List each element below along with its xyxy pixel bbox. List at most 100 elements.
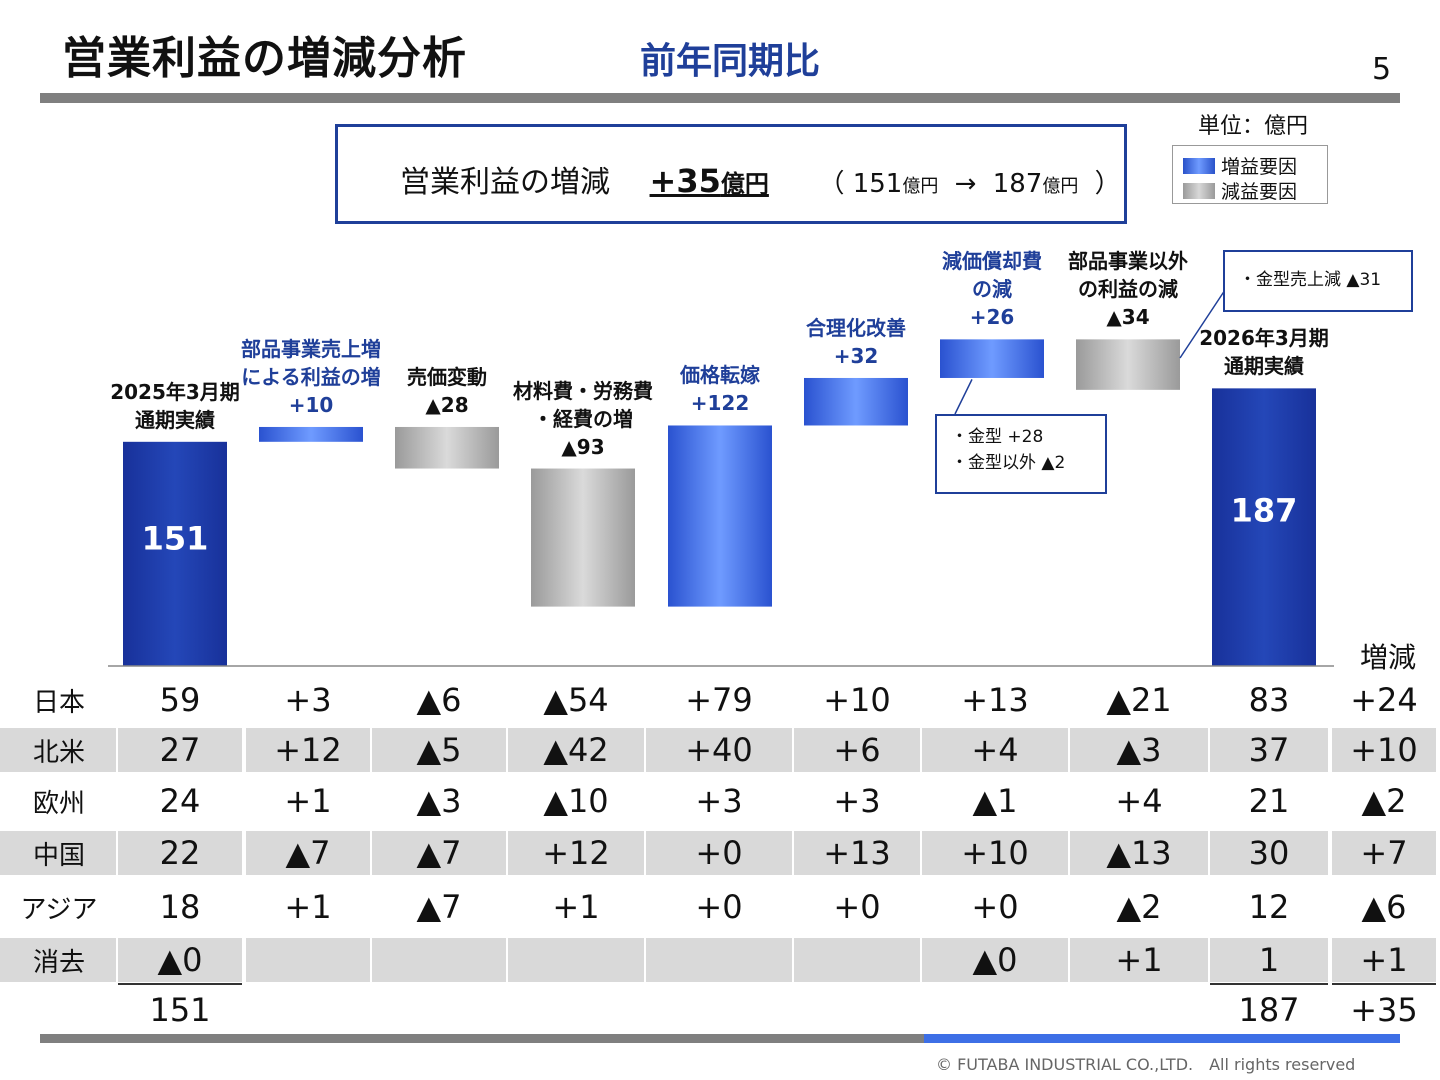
table-cell: 18 <box>159 888 201 926</box>
cell-shade <box>794 728 920 772</box>
cell-shade <box>794 831 920 875</box>
cell-shade <box>1070 728 1208 772</box>
table-cell: ▲0 <box>157 941 203 979</box>
table-cell: 22 <box>159 834 201 872</box>
table-cell: +1 <box>1115 941 1163 979</box>
table-cell: +0 <box>833 888 881 926</box>
change-header: 増減 <box>1360 641 1417 674</box>
cell-shade <box>922 728 1068 772</box>
table-cell: +1 <box>552 888 600 926</box>
summary-content: 営業利益の増減 +35億円 （ 151億円 → 187億円 ） <box>400 157 1121 201</box>
bar-category-line: 2026年3月期 <box>1199 326 1329 351</box>
bar-category-label: 材料費・労務費 ・経費の増 ▲93 <box>513 377 653 461</box>
table-row: 欧州 24 +1 ▲3 ▲10 +3 +3 ▲1 +4 21 ▲2 <box>0 777 1440 825</box>
waterfall-chart: 151 187 2025年3月期 通期実績 部品事業売上増 による利益の増 +10 売価変動… <box>0 230 1440 670</box>
cell-shade <box>646 728 792 772</box>
table-cell: ▲7 <box>416 888 462 926</box>
cell-shade <box>246 938 370 982</box>
callout-non-parts: ・金型売上減 ▲31 <box>1223 250 1413 312</box>
copyright: © FUTABA INDUSTRIAL CO.,LTD. All rights … <box>936 1055 1356 1074</box>
total-cell <box>508 986 644 1034</box>
bar-category-label: 減価償却費 の減 +26 <box>942 247 1042 331</box>
page-subtitle: 前年同期比 <box>640 41 821 82</box>
total-cell <box>794 986 920 1034</box>
summary-change-unit: 億円 <box>720 170 769 198</box>
row-shade <box>0 938 116 982</box>
callout-line: ・金型 +28 <box>951 427 1044 447</box>
cell-shade <box>508 728 644 772</box>
summary-to-value: 187 <box>992 169 1043 199</box>
table-cell: ▲7 <box>285 834 331 872</box>
bar-category-line: 材料費・労務費 <box>513 378 653 403</box>
row-label: アジア <box>20 894 98 925</box>
bar-decrease <box>531 468 635 607</box>
page-title: 営業利益の増減分析 <box>62 33 467 84</box>
table-cell: +4 <box>1115 782 1163 820</box>
bar-category-label: 部品事業以外 の利益の減 ▲34 <box>1068 247 1188 331</box>
table-cell: +3 <box>695 782 743 820</box>
total-cell <box>646 986 792 1034</box>
bar-category-line: ▲28 <box>425 392 469 417</box>
cell-shade <box>372 938 506 982</box>
table-cell: +10 <box>1350 731 1418 769</box>
total-cell <box>1070 986 1208 1034</box>
bar-category-line: 通期実績 <box>1224 354 1304 379</box>
total-rule <box>118 983 242 985</box>
cell-shade <box>1210 728 1328 772</box>
summary-change-value: +35 <box>649 162 721 200</box>
callout-leader <box>954 379 973 415</box>
bar-category-line: の利益の減 <box>1078 277 1178 302</box>
summary-change: +35億円 <box>650 162 769 200</box>
bar-decrease <box>395 426 499 469</box>
regional-table: 増減 日本 59 +3 ▲6 ▲54 +79 +10 +13 ▲21 83 +24 北米 27 +12 ▲5… <box>0 641 1440 1036</box>
bar-category-line: 通期実績 <box>135 407 215 432</box>
bar-category-line: 売価変動 <box>407 364 487 389</box>
table-cell: +1 <box>284 888 332 926</box>
row-label: 北米 <box>32 737 85 768</box>
table-cell: +3 <box>284 681 332 719</box>
table-cell: 21 <box>1248 782 1290 820</box>
total-cell: 151 <box>149 991 211 1029</box>
table-row: 北米 27 +12 ▲5 ▲42 +40 +6 +4 ▲3 37 +10 <box>0 726 1440 774</box>
cell-shade <box>646 938 792 982</box>
bar-category-line: 部品事業以外 <box>1068 249 1188 274</box>
total-cell <box>372 986 506 1034</box>
table-cell <box>372 936 506 984</box>
table-cell: +0 <box>695 888 743 926</box>
bar-category-line: ・経費の増 <box>533 406 633 431</box>
cell-shade <box>922 831 1068 875</box>
table-cell: 24 <box>159 782 201 820</box>
table-cell: +6 <box>833 731 881 769</box>
bar-decrease <box>1076 339 1180 390</box>
table-cell: ▲21 <box>1106 681 1172 719</box>
row-shade <box>0 831 116 875</box>
total-rule <box>1332 983 1436 985</box>
header-rule <box>40 93 1400 103</box>
table-row: 日本 59 +3 ▲6 ▲54 +79 +10 +13 ▲21 83 +24 <box>0 676 1440 724</box>
bar-category-label: 部品事業売上増 による利益の増 +10 <box>241 335 381 419</box>
cell-shade <box>1070 938 1208 982</box>
bar-increase <box>940 339 1044 378</box>
table-cell: +0 <box>971 888 1019 926</box>
bar-category-line: ▲34 <box>1106 305 1150 330</box>
table-cell: 37 <box>1248 731 1290 769</box>
table-cell: +10 <box>823 681 891 719</box>
table-cell: ▲10 <box>543 782 609 820</box>
bar-category-line: +26 <box>969 305 1015 330</box>
summary-label: 営業利益の増減 <box>400 165 610 200</box>
waterfall-svg: 151 187 <box>108 289 1334 667</box>
table-cell: ▲3 <box>416 782 462 820</box>
totals-row: 151 187 +35 <box>0 986 1440 1034</box>
cell-shade <box>118 831 242 875</box>
table-row: 消去 ▲0 ▲0 +1 1 +1 <box>0 936 1440 984</box>
table-cell: +40 <box>685 731 753 769</box>
legend-label-decrease: 減益要因 <box>1221 181 1298 203</box>
bar-category-line: ▲93 <box>561 434 605 459</box>
summary-arrow: → <box>954 169 977 199</box>
table-cell: +12 <box>274 731 342 769</box>
bar-category-line: の減 <box>972 277 1012 302</box>
table-cell: ▲0 <box>972 941 1018 979</box>
summary-open-paren: （ <box>818 169 845 199</box>
table-cell: ▲3 <box>1116 731 1162 769</box>
footer-rule-accent <box>924 1034 1400 1043</box>
